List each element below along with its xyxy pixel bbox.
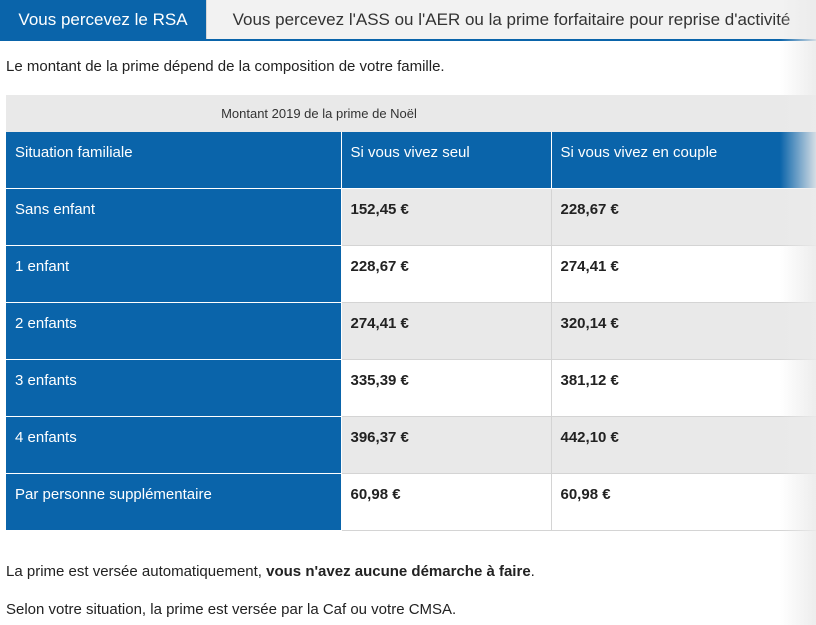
amount-seul: 228,67 € — [341, 245, 552, 303]
header-couple: Si vous vivez en couple — [551, 132, 816, 189]
row-label: 1 enfant — [6, 245, 342, 303]
amount-couple: 442,10 € — [551, 416, 816, 474]
table-row: Par personne supplémentaire 60,98 € 60,9… — [6, 473, 816, 531]
row-label: 4 enfants — [6, 416, 342, 474]
auto-payment-text: La prime est versée automatiquement, — [6, 563, 267, 580]
table-row: Sans enfant 152,45 € 228,67 € — [6, 188, 816, 246]
auto-payment-end: . — [530, 563, 535, 580]
table-row: 4 enfants 396,37 € 442,10 € — [6, 416, 816, 474]
table-row: 3 enfants 335,39 € 381,12 € — [6, 359, 816, 417]
amount-seul: 152,45 € — [341, 188, 552, 246]
header-seul: Si vous vivez seul — [341, 132, 552, 189]
header-situation: Situation familiale — [6, 132, 342, 189]
amount-couple: 381,12 € — [551, 359, 816, 417]
table-row: 2 enfants 274,41 € 320,14 € — [6, 302, 816, 360]
amount-seul: 335,39 € — [341, 359, 552, 417]
table-caption: Montant 2019 de la prime de Noël — [6, 95, 816, 132]
amount-couple: 320,14 € — [551, 302, 816, 360]
table-row: 1 enfant 228,67 € 274,41 € — [6, 245, 816, 303]
row-label: Sans enfant — [6, 188, 342, 246]
tab-bar: Vous percevez le RSA Vous percevez l'ASS… — [0, 0, 816, 41]
amount-couple: 274,41 € — [551, 245, 816, 303]
prime-table: Situation familiale Si vous vivez seul S… — [6, 132, 816, 531]
payer-note: Selon votre situation, la prime est vers… — [6, 601, 457, 618]
auto-payment-bold: vous n'avez aucune démarche à faire — [266, 563, 531, 580]
amount-couple: 228,67 € — [551, 188, 816, 246]
tab-ass-aer[interactable]: Vous percevez l'ASS ou l'AER ou la prime… — [206, 0, 816, 39]
auto-payment-note: La prime est versée automatiquement, vou… — [6, 563, 535, 580]
table-header-row: Situation familiale Si vous vivez seul S… — [6, 132, 816, 189]
intro-text: Le montant de la prime dépend de la comp… — [6, 58, 445, 75]
amount-seul: 274,41 € — [341, 302, 552, 360]
amount-seul: 396,37 € — [341, 416, 552, 474]
row-label: 3 enfants — [6, 359, 342, 417]
row-label: Par personne supplémentaire — [6, 473, 342, 530]
row-label: 2 enfants — [6, 302, 342, 360]
tab-rsa[interactable]: Vous percevez le RSA — [0, 0, 206, 39]
amount-couple: 60,98 € — [551, 473, 816, 531]
amount-seul: 60,98 € — [341, 473, 552, 531]
table-caption-text: Montant 2019 de la prime de Noël — [221, 106, 417, 121]
